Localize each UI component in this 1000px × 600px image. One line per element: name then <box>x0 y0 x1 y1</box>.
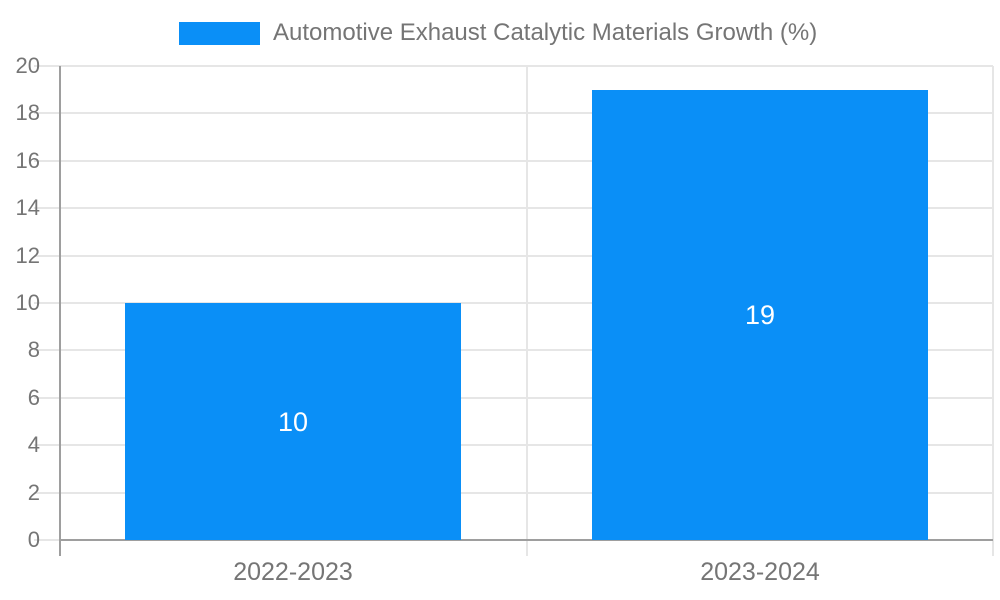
y-grid-tick <box>34 65 60 67</box>
plot-right-border <box>992 66 994 556</box>
chart-legend[interactable]: Automotive Exhaust Catalytic Materials G… <box>179 19 817 47</box>
y-axis-tick-label: 14 <box>15 195 40 220</box>
y-axis-tick-label: 8 <box>27 337 40 362</box>
y-axis-tick-label: 0 <box>27 527 40 552</box>
y-grid-tick <box>34 255 60 257</box>
x-axis-label: 2022-2023 <box>233 558 353 586</box>
y-axis-tick-label: 2 <box>27 480 40 505</box>
y-grid-tick <box>34 539 60 541</box>
y-grid-tick <box>34 397 60 399</box>
y-axis-tick-label: 6 <box>27 385 40 410</box>
y-grid-tick <box>34 302 60 304</box>
y-axis-tick-label: 20 <box>15 53 40 78</box>
y-grid-tick <box>34 207 60 209</box>
y-grid-tick <box>34 349 60 351</box>
legend-swatch <box>179 21 260 45</box>
plot-divider-line <box>526 66 528 556</box>
bar[interactable] <box>125 303 461 540</box>
y-axis-tick-label: 16 <box>15 148 40 173</box>
x-axis-label: 2023-2024 <box>700 558 820 586</box>
y-axis-tick-label: 18 <box>15 100 40 125</box>
y-grid-tick <box>34 444 60 446</box>
x-axis-line <box>59 539 993 541</box>
legend-label: Automotive Exhaust Catalytic Materials G… <box>273 19 818 46</box>
bar[interactable] <box>592 90 928 540</box>
bar-value-label: 19 <box>744 300 776 330</box>
y-axis-tick-label: 4 <box>27 432 40 457</box>
y-axis-line <box>59 66 61 556</box>
y-axis-tick-label: 10 <box>15 290 40 315</box>
y-axis-tick-label: 12 <box>15 243 40 268</box>
y-grid-tick <box>34 112 60 114</box>
y-grid-tick <box>34 160 60 162</box>
bar-value-label: 10 <box>277 407 309 437</box>
y-grid-tick <box>34 492 60 494</box>
